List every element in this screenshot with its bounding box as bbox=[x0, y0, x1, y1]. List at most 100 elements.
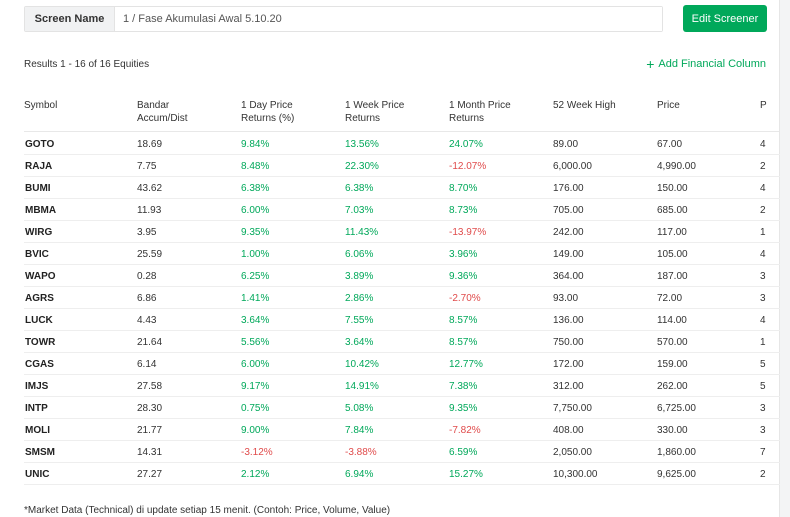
table-row[interactable]: AGRS 6.86 1.41% 2.86% -2.70% 93.00 72.00 3 bbox=[24, 287, 780, 309]
cell-price: 685.00 bbox=[657, 205, 688, 216]
add-financial-column-link[interactable]: + Add Financial Column bbox=[646, 56, 766, 72]
column-header-text: 1 Week Price bbox=[345, 100, 405, 111]
column-header-text: Returns bbox=[449, 113, 485, 124]
edit-screener-button[interactable]: Edit Screener bbox=[683, 5, 767, 32]
symbol-link[interactable]: RAJA bbox=[25, 161, 53, 172]
cell-w1: 10.42% bbox=[345, 359, 379, 370]
column-header-text: 1 Day Price bbox=[241, 100, 293, 111]
cell-w1: 22.30% bbox=[345, 161, 379, 172]
cell-hi52: 89.00 bbox=[553, 139, 579, 150]
table-row[interactable]: BUMI 43.62 6.38% 6.38% 8.70% 176.00 150.00 4 bbox=[24, 177, 780, 199]
cell-price: 105.00 bbox=[657, 249, 688, 260]
table-row[interactable]: CGAS 6.14 6.00% 10.42% 12.77% 172.00 159.00 5 bbox=[24, 353, 780, 375]
cell-hi52: 364.00 bbox=[553, 271, 584, 282]
cell-w1: 5.08% bbox=[345, 403, 374, 414]
column-header-d1[interactable]: 1 Day Price Returns (%) bbox=[241, 99, 294, 125]
cell-m1: 8.70% bbox=[449, 183, 478, 194]
symbol-link[interactable]: CGAS bbox=[25, 359, 54, 370]
cell-bandar: 18.69 bbox=[137, 139, 163, 150]
cell-hi52: 2,050.00 bbox=[553, 447, 592, 458]
cell-price: 150.00 bbox=[657, 183, 688, 194]
cell-m1: 15.27% bbox=[449, 469, 483, 480]
cell-bandar: 25.59 bbox=[137, 249, 163, 260]
column-header-hi52[interactable]: 52 Week High bbox=[553, 99, 616, 112]
column-header-text: Returns (%) bbox=[241, 113, 295, 124]
symbol-link[interactable]: GOTO bbox=[25, 139, 55, 150]
cell-p: 4 bbox=[760, 183, 766, 194]
cell-p: 4 bbox=[760, 315, 766, 326]
cell-p: 2 bbox=[760, 469, 766, 480]
table-header: Symbol Bandar Accum/Dist 1 Day Price Returns… bbox=[0, 99, 780, 129]
cell-w1: 2.86% bbox=[345, 293, 374, 304]
page-scrollbar[interactable] bbox=[780, 0, 790, 517]
symbol-link[interactable]: IMJS bbox=[25, 381, 49, 392]
symbol-link[interactable]: TOWR bbox=[25, 337, 56, 348]
column-header-w1[interactable]: 1 Week Price Returns bbox=[345, 99, 404, 125]
table-row[interactable]: BVIC 25.59 1.00% 6.06% 3.96% 149.00 105.00 4 bbox=[24, 243, 780, 265]
table-row[interactable]: MBMA 11.93 6.00% 7.03% 8.73% 705.00 685.00 2 bbox=[24, 199, 780, 221]
cell-d1: 5.56% bbox=[241, 337, 270, 348]
column-header-symbol[interactable]: Symbol bbox=[24, 99, 57, 112]
column-header-m1[interactable]: 1 Month Price Returns bbox=[449, 99, 511, 125]
cell-price: 9,625.00 bbox=[657, 469, 696, 480]
cell-bandar: 27.27 bbox=[137, 469, 163, 480]
column-header-text: 52 Week High bbox=[553, 100, 616, 111]
table-row[interactable]: RAJA 7.75 8.48% 22.30% -12.07% 6,000.00 4,990.… bbox=[24, 155, 780, 177]
symbol-link[interactable]: WAPO bbox=[25, 271, 56, 282]
symbol-link[interactable]: SMSM bbox=[25, 447, 55, 458]
cell-d1: 6.00% bbox=[241, 205, 270, 216]
cell-hi52: 312.00 bbox=[553, 381, 584, 392]
table-row[interactable]: UNIC 27.27 2.12% 6.94% 15.27% 10,300.00 9,625.… bbox=[24, 463, 780, 485]
symbol-link[interactable]: MBMA bbox=[25, 205, 57, 216]
column-header-price[interactable]: Price bbox=[657, 99, 680, 112]
footnote: *Market Data (Technical) di update setia… bbox=[24, 505, 391, 516]
symbol-link[interactable]: UNIC bbox=[25, 469, 50, 480]
cell-w1: -3.88% bbox=[345, 447, 377, 458]
symbol-link[interactable]: MOLI bbox=[25, 425, 50, 436]
table-row[interactable]: MOLI 21.77 9.00% 7.84% -7.82% 408.00 330.00 3 bbox=[24, 419, 780, 441]
table-row[interactable]: SMSM 14.31 -3.12% -3.88% 6.59% 2,050.00 1,860.… bbox=[24, 441, 780, 463]
symbol-link[interactable]: AGRS bbox=[25, 293, 54, 304]
cell-m1: 12.77% bbox=[449, 359, 483, 370]
cell-w1: 11.43% bbox=[345, 227, 379, 238]
cell-price: 6,725.00 bbox=[657, 403, 696, 414]
screen-name-input[interactable] bbox=[115, 7, 662, 31]
plus-icon: + bbox=[646, 56, 655, 72]
cell-hi52: 149.00 bbox=[553, 249, 584, 260]
symbol-link[interactable]: BVIC bbox=[25, 249, 49, 260]
cell-m1: 7.38% bbox=[449, 381, 478, 392]
symbol-link[interactable]: BUMI bbox=[25, 183, 51, 194]
cell-hi52: 93.00 bbox=[553, 293, 579, 304]
column-header-p[interactable]: P bbox=[760, 99, 767, 112]
cell-hi52: 6,000.00 bbox=[553, 161, 592, 172]
table-row[interactable]: INTP 28.30 0.75% 5.08% 9.35% 7,750.00 6,725.00… bbox=[24, 397, 780, 419]
column-header-text: Bandar bbox=[137, 100, 170, 111]
add-financial-column-label: Add Financial Column bbox=[658, 58, 766, 70]
table-row[interactable]: WIRG 3.95 9.35% 11.43% -13.97% 242.00 117.00 1 bbox=[24, 221, 780, 243]
cell-w1: 7.03% bbox=[345, 205, 374, 216]
cell-bandar: 21.77 bbox=[137, 425, 163, 436]
cell-p: 4 bbox=[760, 249, 766, 260]
cell-bandar: 43.62 bbox=[137, 183, 163, 194]
cell-price: 330.00 bbox=[657, 425, 688, 436]
cell-w1: 6.38% bbox=[345, 183, 374, 194]
table-row[interactable]: GOTO 18.69 9.84% 13.56% 24.07% 89.00 67.00 4 bbox=[24, 133, 780, 155]
cell-m1: 9.35% bbox=[449, 403, 478, 414]
table-row[interactable]: WAPO 0.28 6.25% 3.89% 9.36% 364.00 187.00 3 bbox=[24, 265, 780, 287]
cell-bandar: 11.93 bbox=[137, 205, 162, 216]
cell-hi52: 408.00 bbox=[553, 425, 584, 436]
cell-price: 117.00 bbox=[657, 227, 687, 238]
table-row[interactable]: IMJS 27.58 9.17% 14.91% 7.38% 312.00 262.00 5 bbox=[24, 375, 780, 397]
column-header-bandar[interactable]: Bandar Accum/Dist bbox=[137, 99, 188, 125]
cell-hi52: 242.00 bbox=[553, 227, 584, 238]
cell-d1: 9.84% bbox=[241, 139, 270, 150]
symbol-link[interactable]: WIRG bbox=[25, 227, 53, 238]
table-row[interactable]: LUCK 4.43 3.64% 7.55% 8.57% 136.00 114.00 4 bbox=[24, 309, 780, 331]
symbol-link[interactable]: LUCK bbox=[25, 315, 53, 326]
symbol-link[interactable]: INTP bbox=[25, 403, 48, 414]
cell-bandar: 28.30 bbox=[137, 403, 163, 414]
table-row[interactable]: TOWR 21.64 5.56% 3.64% 8.57% 750.00 570.00 1 bbox=[24, 331, 780, 353]
cell-bandar: 6.86 bbox=[137, 293, 157, 304]
cell-d1: 9.00% bbox=[241, 425, 270, 436]
